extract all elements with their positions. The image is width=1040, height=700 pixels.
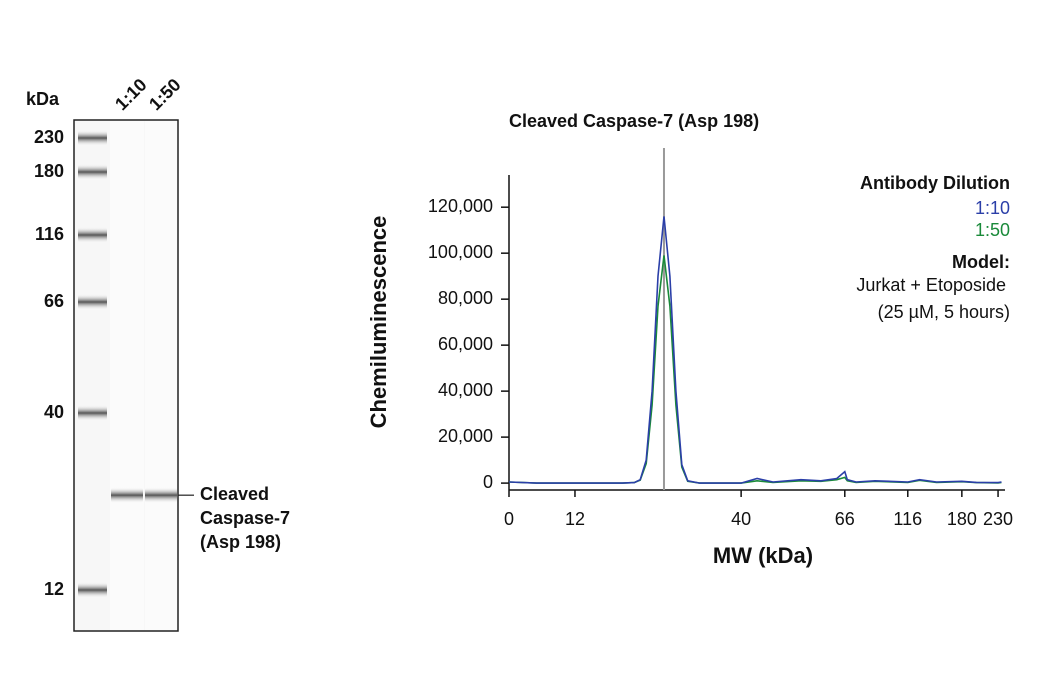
lane <box>110 121 144 630</box>
band-label: (Asp 198) <box>200 532 281 552</box>
y-axis-title: Chemiluminescence <box>366 216 391 429</box>
ladder-band <box>78 164 107 180</box>
marker-label: 40 <box>44 402 64 422</box>
annotation-title: Model: <box>952 252 1010 272</box>
x-tick-label: 40 <box>731 509 751 529</box>
sample-band <box>145 487 177 504</box>
ladder-band <box>78 130 107 146</box>
marker-label: 230 <box>34 127 64 147</box>
y-tick-label: 80,000 <box>438 288 493 308</box>
x-tick-label: 0 <box>504 509 514 529</box>
marker-label: 116 <box>35 224 64 244</box>
legend-entry: 1:50 <box>975 220 1010 240</box>
x-tick-label: 180 <box>947 509 977 529</box>
lane-label: 1:50 <box>145 75 185 115</box>
blot-y-label: kDa <box>26 89 60 109</box>
marker-label: 66 <box>44 291 64 311</box>
y-tick-label: 100,000 <box>428 242 493 262</box>
chart-title: Cleaved Caspase-7 (Asp 198) <box>509 111 759 131</box>
y-tick-label: 20,000 <box>438 426 493 446</box>
lane <box>145 121 177 630</box>
band-label: Caspase-7 <box>200 508 290 528</box>
sample-band <box>111 487 143 504</box>
annotation: Jurkat + Etoposide <box>856 275 1006 295</box>
x-tick-label: 116 <box>893 509 922 529</box>
band-label: Cleaved <box>200 484 269 504</box>
x-axis-title: MW (kDa) <box>713 543 813 568</box>
legend-entry: 1:10 <box>975 198 1010 218</box>
ladder-band <box>78 227 107 243</box>
series-line <box>508 216 1002 484</box>
x-tick-label: 12 <box>565 509 585 529</box>
legend-title: Antibody Dilution <box>860 173 1010 193</box>
x-tick-label: 230 <box>983 509 1013 529</box>
ladder-band <box>78 405 107 421</box>
marker-label: 12 <box>44 579 64 599</box>
x-tick-label: 66 <box>835 509 855 529</box>
y-tick-label: 60,000 <box>438 334 493 354</box>
ladder-band <box>78 294 107 310</box>
y-tick-label: 0 <box>483 472 493 492</box>
annotation: (25 µM, 5 hours) <box>878 302 1010 322</box>
ladder-band <box>78 582 107 598</box>
lane-label: 1:10 <box>111 75 151 115</box>
marker-label: 180 <box>34 161 64 181</box>
y-tick-label: 40,000 <box>438 380 493 400</box>
y-tick-label: 120,000 <box>428 196 493 216</box>
